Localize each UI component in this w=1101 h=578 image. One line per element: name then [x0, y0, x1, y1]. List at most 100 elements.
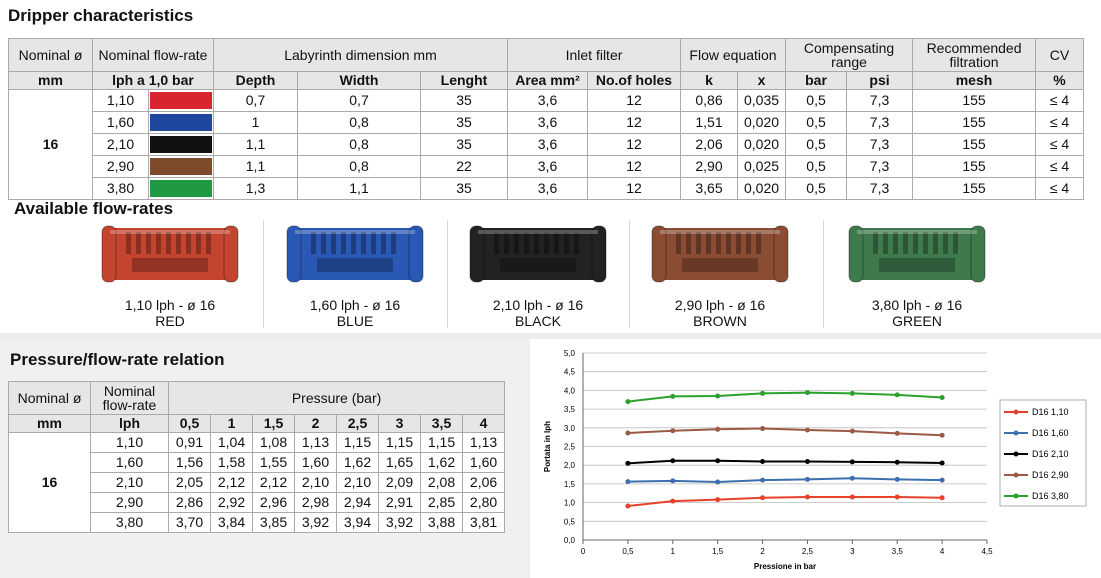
data-point [894, 392, 900, 398]
cell: 3,70 [168, 512, 211, 533]
x-tick-label: 0 [581, 547, 586, 556]
cell: 3,65 [680, 177, 738, 200]
cell: 2,10 [294, 472, 337, 493]
data-point [625, 479, 631, 485]
cell: 0,5 [785, 111, 848, 134]
dripper-body [655, 228, 785, 280]
dripper-end [591, 225, 607, 283]
cell: 7,3 [846, 111, 914, 134]
cell: 1,13 [461, 432, 506, 453]
cell: 1,3 [213, 177, 298, 200]
cell: 2,86 [168, 492, 211, 513]
dripper-rib [574, 232, 579, 254]
dripper-end [286, 225, 302, 283]
series-line [627, 477, 943, 484]
legend-marker [1013, 472, 1019, 478]
dripper-rib [676, 232, 681, 254]
cell: 3,6 [507, 89, 588, 112]
data-point [625, 503, 631, 509]
subheader-cell: Depth [213, 71, 298, 90]
header-cell: Nominal ø [8, 38, 93, 72]
separator [629, 220, 630, 328]
cell: 2,05 [168, 472, 211, 493]
cell: 22 [420, 155, 508, 178]
dripper-rib [534, 232, 539, 254]
y-tick-label: 0,0 [564, 536, 576, 545]
section-title: Pressure/flow-rate relation [10, 350, 225, 369]
cell: 0,035 [736, 89, 787, 112]
data-point [849, 390, 855, 396]
dripper-rib [564, 232, 569, 254]
pressure-cell: 1,5 [252, 414, 295, 433]
cell: 12 [587, 111, 681, 134]
dripper-rib [371, 232, 376, 254]
data-point [849, 428, 855, 434]
subheader-cell: No.of holes [587, 71, 681, 90]
data-row: 2,90 1,1 0,8 22 3,6 12 2,90 0,025 0,5 7,3 155 ≤ 4 [9, 155, 1085, 178]
cell: 1,58 [210, 452, 253, 473]
dripper-rib [391, 232, 396, 254]
cell: 0,8 [297, 133, 421, 156]
cell: 3,6 [507, 177, 588, 200]
cell: 0,5 [785, 155, 848, 178]
data-point [760, 426, 766, 432]
data-point [715, 393, 721, 399]
data-point [939, 432, 945, 438]
separator [447, 220, 448, 328]
header-row: Nominal ø Nominal flow-rate Pressure (bar) [8, 381, 506, 415]
cell: 7,3 [846, 133, 914, 156]
dripper-image [848, 225, 986, 283]
dripper-rib [756, 232, 761, 254]
cell: 12 [587, 133, 681, 156]
data-point [670, 458, 676, 464]
dripper-end [101, 225, 117, 283]
data-point [849, 494, 855, 500]
chart: 0,0 0,5 1,0 1,5 2,0 2,5 3,0 3,5 4,0 4,5 5,0 0 0,5 1 1,… [543, 349, 1087, 571]
cell: 1,1 [297, 177, 421, 200]
dripper-rib [126, 232, 131, 254]
cell: 1,56 [168, 452, 211, 473]
subheader-cell: Width [297, 71, 421, 90]
dripper-rib [136, 232, 141, 254]
cell: 35 [420, 133, 508, 156]
cell: 12 [587, 89, 681, 112]
cell: 0,5 [785, 89, 848, 112]
dripper-rib [494, 232, 499, 254]
product: 3,80 lph - ø 16 GREEN [827, 218, 1007, 329]
cell: 3,92 [378, 512, 421, 533]
product: 2,10 lph - ø 16 BLACK [448, 218, 628, 329]
cell: 155 [912, 177, 1037, 200]
section-title: Available flow-rates [14, 199, 174, 218]
data-point [939, 460, 945, 466]
product: 1,60 lph - ø 16 BLUE [265, 218, 445, 329]
series-line [627, 495, 943, 507]
subheader-cell: k [680, 71, 738, 90]
dripper-rib [893, 232, 898, 254]
header-cell: Compensating range [785, 38, 914, 72]
dripper-rib [873, 232, 878, 254]
y-tick-label: 0,5 [564, 517, 576, 526]
dripper-rib [504, 232, 509, 254]
cell: 3,84 [210, 512, 253, 533]
dripper-rib [351, 232, 356, 254]
cell: 0,5 [785, 177, 848, 200]
cell: 12 [587, 177, 681, 200]
cell: 1,10 [90, 432, 169, 453]
subheader-row: mm lph a 1,0 bar Depth Width Lenght Area mm² N… [8, 71, 1085, 90]
cell: 2,06 [680, 133, 738, 156]
x-tick-label: 4,5 [981, 547, 993, 556]
dripper-end [469, 225, 485, 283]
dripper-image [101, 225, 239, 283]
data-point [670, 393, 676, 399]
dripper-rib [544, 232, 549, 254]
pressure-cell: 4 [461, 414, 506, 433]
pressure-cell: 0,5 [168, 414, 211, 433]
pressure-cell: 2 [294, 414, 337, 433]
data-point [939, 477, 945, 483]
cell: 0,7 [213, 89, 298, 112]
dripper-highlight [478, 230, 598, 234]
header-row: Nominal ø Nominal flow-rate Labyrinth dime… [8, 38, 1085, 72]
dripper-end [223, 225, 239, 283]
dripper-rib [913, 232, 918, 254]
section-title: Dripper characteristics [8, 6, 194, 25]
